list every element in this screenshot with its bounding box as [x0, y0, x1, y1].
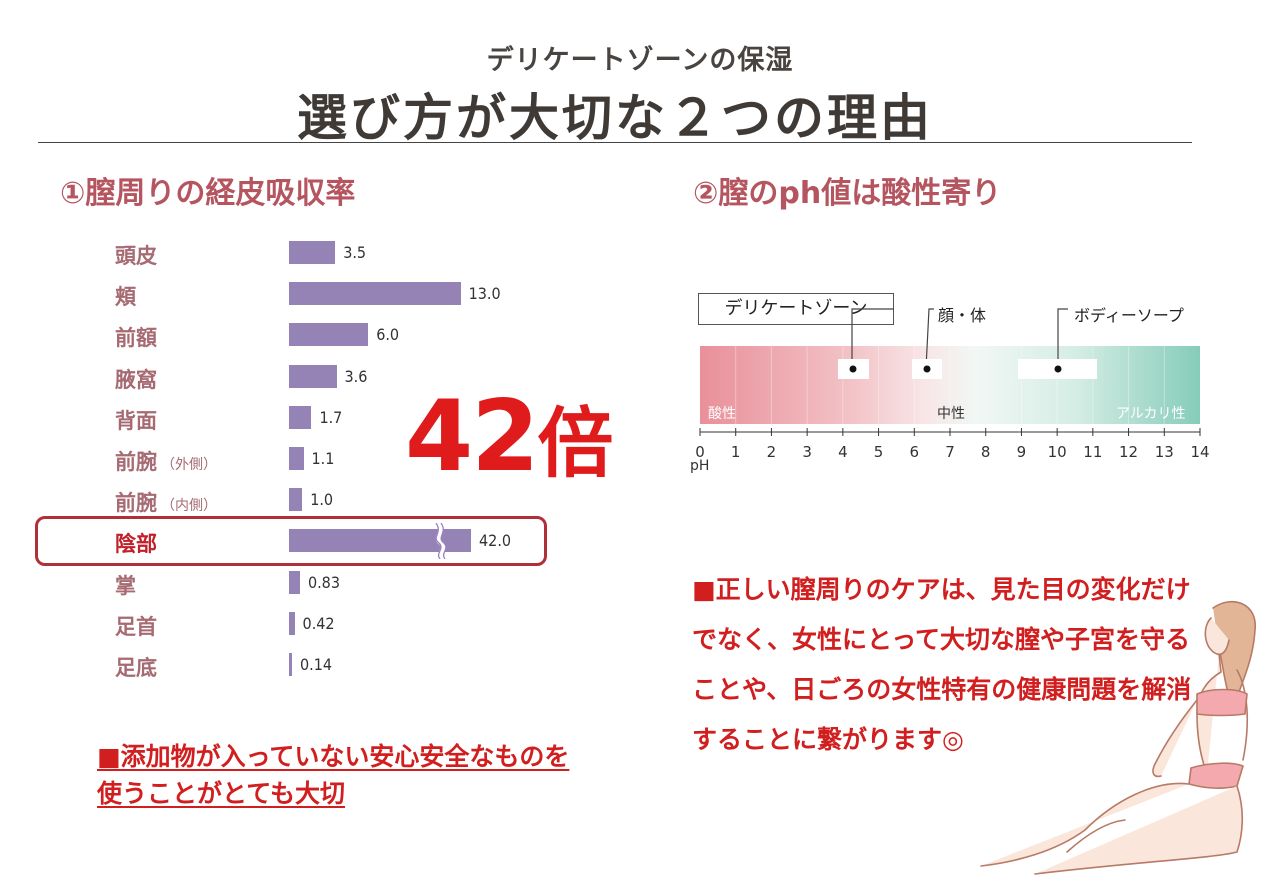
section1-note: ■添加物が入っていない安心安全なものを使うことがとても大切: [97, 742, 570, 808]
bar-category-name: 背面: [115, 408, 157, 433]
bar-category-name: 前額: [115, 326, 157, 351]
bar-category-note: （内側）: [161, 498, 217, 515]
bar: [289, 570, 300, 594]
bar-category-label: 前腕 （内側）: [115, 487, 217, 517]
subtitle: デリケートゾーンの保湿: [486, 45, 794, 76]
bar-category-label: 前腕 （外側）: [115, 446, 217, 476]
section2-heading: ②膣のph値は酸性寄り: [693, 176, 1002, 211]
ph-tick-label: 0: [695, 443, 705, 461]
ph-tick-label: 6: [909, 443, 920, 461]
ph-tick-label: 11: [1083, 443, 1103, 461]
bar: [289, 241, 336, 264]
bar-category-label: 前額: [115, 322, 157, 352]
ph-tick-label: 4: [838, 443, 848, 461]
bar-value-label: 13.0: [468, 284, 501, 304]
bar-value-label: 0.83: [307, 572, 340, 592]
ph-tick-label: 7: [945, 443, 955, 461]
ph-tick-label: 13: [1154, 443, 1174, 461]
section2-note: ■正しい膣周りのケアは、見た目の変化だけでなく、女性にとって大切な膣や子宮を守る…: [692, 575, 1192, 754]
soap-marker-dot: [1054, 365, 1062, 373]
bar-category-label: 陰部: [115, 528, 157, 558]
bar: [289, 405, 312, 429]
face-marker-dot: [923, 365, 931, 373]
bar-category-name: 前腕: [115, 450, 157, 474]
bar-category-name: 頭皮: [115, 244, 157, 268]
soap-connector: [1057, 308, 1068, 368]
ph-tick-label: 10: [1047, 443, 1067, 461]
bar-value-label: 6.0: [376, 325, 400, 345]
bar: [289, 611, 295, 635]
ph-tick-label: 2: [766, 443, 777, 461]
bar-category-note: （外側）: [161, 457, 217, 473]
ph-column-dividers: [735, 346, 1165, 424]
ph-unit-label: pH: [690, 458, 710, 474]
ph-axis-ticks: [699, 428, 1201, 436]
bar-category-label: 背面: [115, 405, 157, 435]
ph-gradient-bar: [700, 346, 1200, 424]
ph-tick-label: 3: [802, 443, 812, 461]
ph-tick-label: 5: [873, 443, 884, 461]
bar-category-name: 頬: [115, 285, 136, 310]
bar-category-label: 腋窩: [115, 364, 157, 394]
neutral-label: 中性: [937, 406, 965, 422]
bar-category-name: 腋窩: [115, 367, 157, 392]
ph-tick-label: 12: [1119, 443, 1139, 461]
bar-category-name: 足底: [115, 656, 157, 680]
bar-category-name: 足首: [115, 614, 157, 639]
bar: [289, 653, 292, 676]
bar-category-name: 陰部: [115, 532, 157, 557]
bar: [289, 529, 471, 553]
bar-category-name: 掌: [115, 573, 136, 598]
big-ratio-unit: 倍: [537, 399, 613, 488]
bar-value-label: 1.1: [311, 449, 335, 468]
zone-marker-dot: [849, 365, 857, 373]
page-title: 選び方が大切な２つの理由: [297, 89, 933, 147]
acid-label: 酸性: [708, 406, 736, 422]
face-connector: [925, 308, 934, 369]
bar-category-label: 足首: [115, 611, 157, 641]
ph-tick-label: 8: [980, 443, 991, 461]
bar: [289, 447, 304, 470]
ph-tick-label: 9: [1016, 443, 1027, 461]
big-ratio-number: 42: [405, 380, 539, 494]
body-soap-callout: ボディーソープ: [1074, 306, 1184, 325]
big-ratio-callout: 42倍: [405, 380, 613, 494]
zone-connector: [851, 308, 894, 368]
woman-illustration: [980, 600, 1256, 875]
bar-category-label: 頭皮: [115, 240, 157, 270]
bar-value-label: 42.0: [479, 531, 512, 551]
alkali-label: アルカリ性: [1116, 406, 1186, 422]
ph-tick-label: 1: [730, 443, 741, 461]
ph-tick-label: 14: [1190, 443, 1210, 461]
bar-value-label: 3.6: [344, 366, 368, 386]
bar-value-label: 0.42: [302, 613, 335, 633]
genital-row-highlight: [35, 516, 547, 566]
bar-category-label: 掌: [115, 570, 136, 600]
axis-break-mark: [435, 523, 447, 560]
bar-value-label: 1.7: [319, 407, 343, 427]
face-body-callout: 顔・体: [938, 306, 987, 325]
title-divider: [38, 142, 1192, 143]
bar: [289, 488, 303, 512]
bar: [289, 282, 461, 306]
bar-value-label: 1.0: [310, 490, 334, 510]
bar-category-label: 足底: [115, 652, 157, 682]
section1-heading: ①膣周りの経皮吸収率: [60, 176, 356, 211]
bar-value-label: 0.14: [300, 655, 333, 674]
bar-category-name: 前腕: [115, 491, 157, 516]
bar-value-label: 3.5: [343, 243, 367, 262]
bar-category-label: 頬: [115, 281, 136, 311]
bar: [289, 323, 369, 347]
bar: [289, 364, 337, 388]
